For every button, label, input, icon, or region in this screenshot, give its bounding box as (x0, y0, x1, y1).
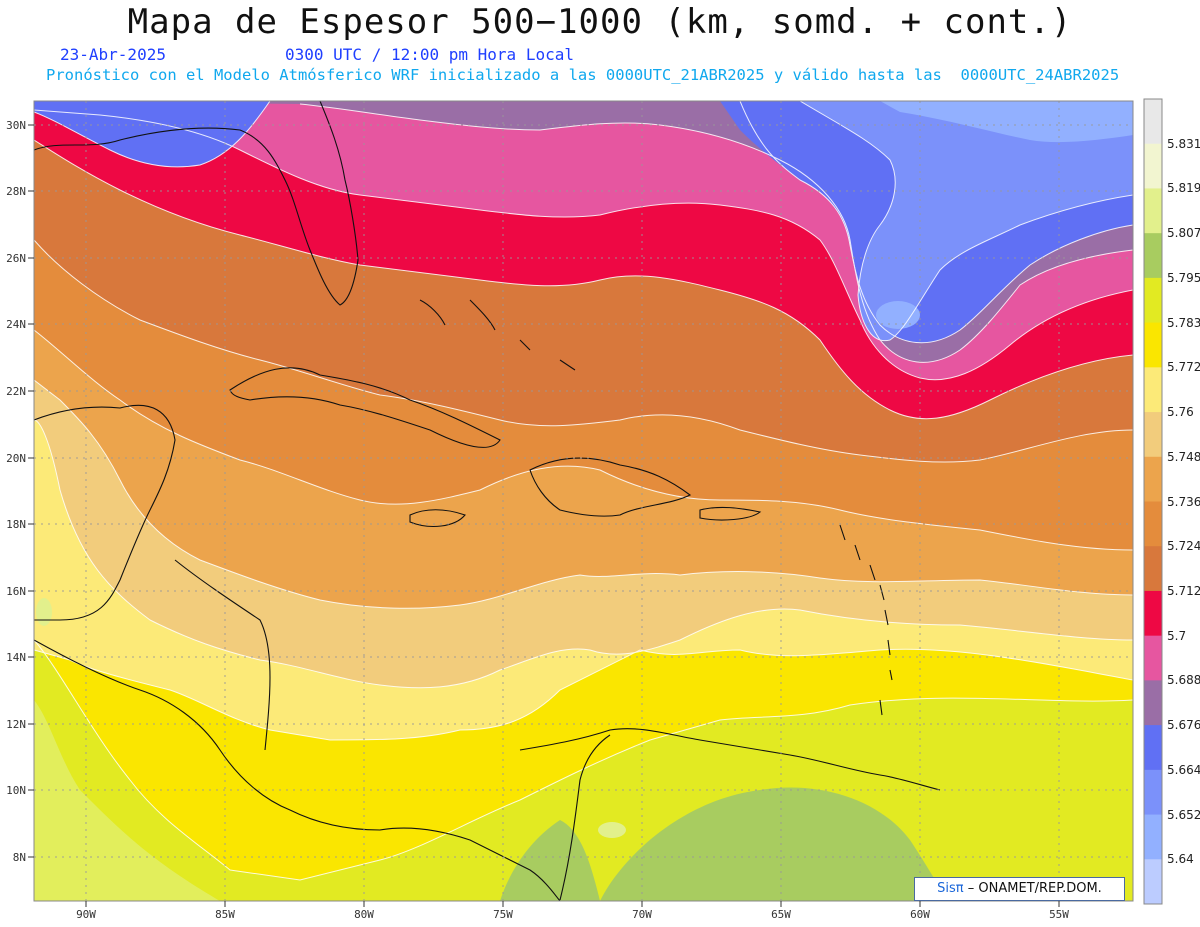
colorbar-swatch (1144, 635, 1162, 681)
credit-logo: Sisπ (937, 881, 964, 896)
colorbar-swatch (1144, 367, 1162, 413)
band-5664-topleft (34, 101, 270, 167)
map-frame (33, 100, 1134, 902)
colorbar-label: 5.64 (1167, 852, 1194, 867)
contour-lines (34, 101, 1133, 881)
colorbar-label: 5.772 (1167, 360, 1200, 375)
band-5807-c (36, 598, 52, 626)
colorbar-swatch (1144, 277, 1162, 324)
lat-label: 20N (6, 452, 26, 465)
colorbar-label: 5.676 (1167, 718, 1200, 733)
band-5640-spot (876, 301, 920, 329)
band-5640 (880, 101, 1133, 143)
colorbar-swatch (1144, 590, 1162, 637)
lat-label: 30N (6, 119, 26, 132)
lon-label: 75W (493, 908, 513, 921)
forecast-note: Pronóstico con el Modelo Atmósferico WRF… (46, 66, 1120, 84)
lon-label: 65W (771, 908, 791, 921)
colorbar-label: 5.748 (1167, 449, 1200, 464)
band-5795-b (500, 820, 600, 901)
lat-label: 24N (6, 318, 26, 331)
colorbar-swatch (1144, 769, 1162, 816)
colorbar-swatch (1144, 501, 1162, 547)
colorbar-swatch (1144, 725, 1162, 771)
colorbar-label: 5.7 (1167, 628, 1187, 643)
lon-label: 55W (1049, 908, 1069, 921)
lon-labels: 90W 85W 80W 75W 70W 65W 60W 55W (76, 908, 1069, 921)
lat-label: 16N (6, 585, 26, 598)
colorbar-swatch (1144, 546, 1162, 592)
colorbar-label: 5.664 (1167, 762, 1200, 777)
colorbar-swatch (1144, 99, 1162, 145)
lon-label: 60W (910, 908, 930, 921)
lat-label: 28N (6, 185, 26, 198)
lat-label: 26N (6, 252, 26, 265)
colorbar-swatch (1144, 233, 1162, 279)
credit-box: Sisπ – ONAMET/REP.DOM. (914, 877, 1125, 901)
thickness-field (34, 101, 1133, 901)
colorbar-label: 5.795 (1167, 270, 1200, 285)
colorbar-label: 5.807 (1167, 226, 1200, 241)
colorbar-label: 5.688 (1167, 673, 1200, 688)
coastlines (34, 101, 941, 901)
lat-label: 12N (6, 718, 26, 731)
page-title: Mapa de Espesor 500−1000 (km, somd. + co… (127, 2, 1073, 42)
date-label: 23-Abr-2025 (60, 45, 166, 64)
colorbar-label: 5.831 (1167, 136, 1200, 151)
colorbar-swatch (1144, 188, 1162, 234)
colorbar-label: 5.76 (1167, 405, 1194, 420)
band-5807-b (598, 822, 626, 838)
lat-label: 14N (6, 651, 26, 664)
band-5652 (800, 101, 1133, 341)
band-5807-a (34, 700, 220, 901)
colorbar-label: 5.783 (1167, 315, 1200, 330)
lat-labels: 30N 28N 26N 24N 22N 20N 18N 16N 14N 12N … (6, 119, 26, 864)
lat-label: 22N (6, 385, 26, 398)
credit-text: – ONAMET/REP.DOM. (967, 881, 1102, 896)
colorbar (1143, 98, 1163, 905)
colorbar-swatch (1144, 322, 1162, 368)
lat-label: 8N (13, 851, 26, 864)
lat-label: 18N (6, 518, 26, 531)
time-label: 0300 UTC / 12:00 pm Hora Local (285, 45, 574, 64)
lat-label: 10N (6, 784, 26, 797)
colorbar-label: 5.819 (1167, 181, 1200, 196)
colorbar-label: 5.712 (1167, 583, 1200, 598)
band-5795-a (600, 787, 950, 901)
colorbar-label: 5.724 (1167, 539, 1200, 554)
colorbar-label: 5.736 (1167, 494, 1200, 509)
colorbar-label: 5.652 (1167, 807, 1200, 822)
colorbar-swatch (1144, 412, 1162, 458)
lon-label: 90W (76, 908, 96, 921)
colorbar-swatch (1144, 814, 1162, 860)
colorbar-swatch (1144, 680, 1162, 726)
lon-label: 85W (215, 908, 235, 921)
colorbar-swatch (1144, 456, 1162, 502)
colorbar-swatch (1144, 859, 1162, 905)
graticule (34, 101, 1133, 901)
colorbar-frame (1143, 98, 1163, 905)
lon-label: 80W (354, 908, 374, 921)
lon-label: 70W (632, 908, 652, 921)
colorbar-swatch (1144, 143, 1162, 189)
ticks (28, 124, 1060, 907)
